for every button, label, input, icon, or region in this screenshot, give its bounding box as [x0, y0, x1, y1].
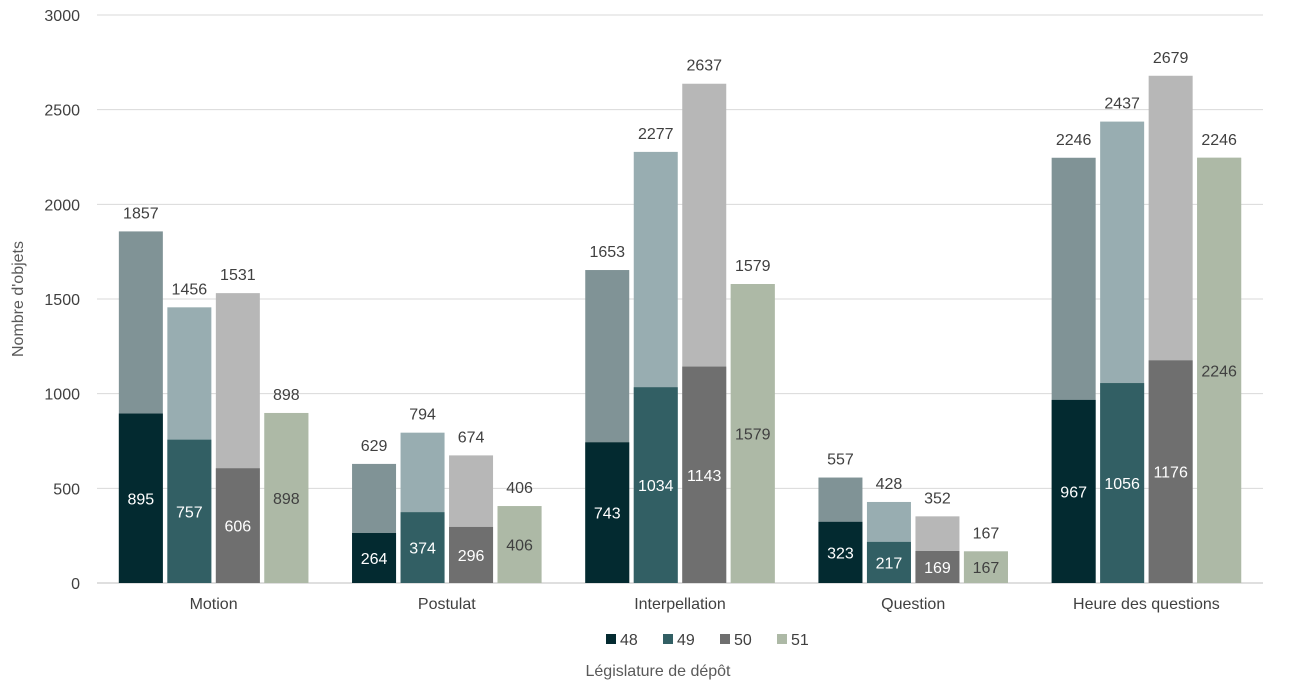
data-label-inner: 2246: [1201, 363, 1237, 380]
data-label-inner: 406: [506, 538, 533, 555]
data-label-inner: 743: [594, 506, 621, 523]
bar-inner: [633, 387, 678, 583]
y-tick-label: 500: [53, 481, 80, 498]
data-label-total: 2679: [1153, 50, 1189, 67]
data-label-inner: 1143: [687, 468, 722, 485]
bar-inner: [167, 439, 212, 583]
bar-inner: [400, 512, 445, 583]
data-label-total: 2437: [1104, 96, 1140, 113]
legend-swatch: [777, 634, 787, 644]
y-tick-label: 3000: [44, 8, 80, 25]
bar-inner: [352, 533, 397, 583]
x-category-label: Interpellation: [634, 596, 726, 613]
bar-inner: [818, 521, 863, 583]
legend-label: 50: [734, 632, 752, 649]
data-label-inner: 296: [458, 548, 485, 565]
bar-inner: [1100, 383, 1145, 583]
data-label-total: 1857: [123, 205, 159, 222]
data-label-inner: 264: [361, 551, 388, 568]
data-label-total: 2246: [1056, 132, 1092, 149]
data-label-inner: 757: [176, 504, 203, 521]
data-label-inner: 895: [127, 491, 154, 508]
bars: [118, 75, 1242, 584]
data-label-total: 1456: [172, 281, 208, 298]
data-label-inner: 1176: [1153, 465, 1188, 482]
data-label-total: 674: [458, 429, 485, 446]
data-label-total: 406: [506, 480, 533, 497]
y-tick-label: 2000: [44, 197, 80, 214]
data-label-total: 1531: [220, 267, 256, 284]
bar-inner: [1148, 360, 1193, 583]
x-category-label: Postulat: [418, 596, 476, 613]
x-category-label: Motion: [190, 596, 238, 613]
data-label-total: 898: [273, 387, 300, 404]
bar-inner: [497, 506, 542, 583]
legend-swatch: [606, 634, 616, 644]
bar-inner: [1197, 157, 1242, 584]
data-label-inner: 1034: [638, 478, 674, 495]
data-label-total: 2277: [638, 126, 674, 143]
legend-label: 48: [620, 632, 638, 649]
y-tick-label: 1000: [44, 387, 80, 404]
data-label-total: 352: [924, 490, 951, 507]
data-label-total: 794: [409, 407, 436, 424]
data-labels: 1857 895 1456 757 1531 606 898 898 629 264 794 374 6…: [123, 50, 1237, 577]
data-label-total: 2246: [1201, 132, 1237, 149]
legend-swatch: [663, 634, 673, 644]
bar-inner: [915, 551, 960, 583]
data-label-inner: 374: [409, 541, 436, 558]
data-label-total: 557: [827, 452, 854, 469]
data-label-inner: 169: [924, 560, 951, 577]
legend-label: 49: [677, 632, 695, 649]
bar-inner: [866, 541, 911, 583]
x-category-label: Question: [881, 596, 945, 613]
bar-inner: [215, 468, 260, 583]
data-label-total: 1579: [735, 258, 771, 275]
bar-inner: [730, 284, 775, 583]
data-label-inner: 1579: [735, 427, 771, 444]
data-label-inner: 217: [876, 555, 903, 572]
x-axis-title: Législature de dépôt: [586, 663, 732, 680]
data-label-inner: 323: [827, 545, 854, 562]
x-category-label: Heure des questions: [1073, 596, 1220, 613]
legend-label: 51: [791, 632, 809, 649]
y-axis-title: Nombre d'objets: [10, 241, 27, 357]
bar-inner: [682, 366, 727, 583]
bar-inner: [1051, 399, 1096, 583]
legend-swatch: [720, 634, 730, 644]
data-label-total: 167: [973, 525, 1000, 542]
data-label-total: 629: [361, 438, 388, 455]
data-label-total: 2637: [686, 58, 722, 75]
bar-inner: [118, 413, 163, 583]
data-label-total: 1653: [589, 244, 625, 261]
y-axis: 0 500 1000 1500 2000 2500 3000: [44, 8, 80, 593]
y-tick-label: 2500: [44, 103, 80, 120]
data-label-inner: 1056: [1104, 476, 1140, 493]
bar-inner: [963, 551, 1008, 583]
data-label-inner: 898: [273, 491, 300, 508]
y-tick-label: 0: [71, 576, 80, 593]
data-label-inner: 967: [1060, 484, 1087, 501]
data-label-inner: 606: [224, 519, 251, 536]
bar-inner: [264, 412, 309, 583]
data-label-inner: 167: [973, 560, 1000, 577]
legend: 48 49 50 51: [606, 632, 809, 649]
y-tick-label: 1500: [44, 292, 80, 309]
bar-inner: [585, 442, 630, 583]
bar-inner: [449, 526, 494, 583]
data-label-total: 428: [876, 476, 903, 493]
x-axis: Motion Postulat Interpellation Question Heur…: [190, 596, 1220, 613]
